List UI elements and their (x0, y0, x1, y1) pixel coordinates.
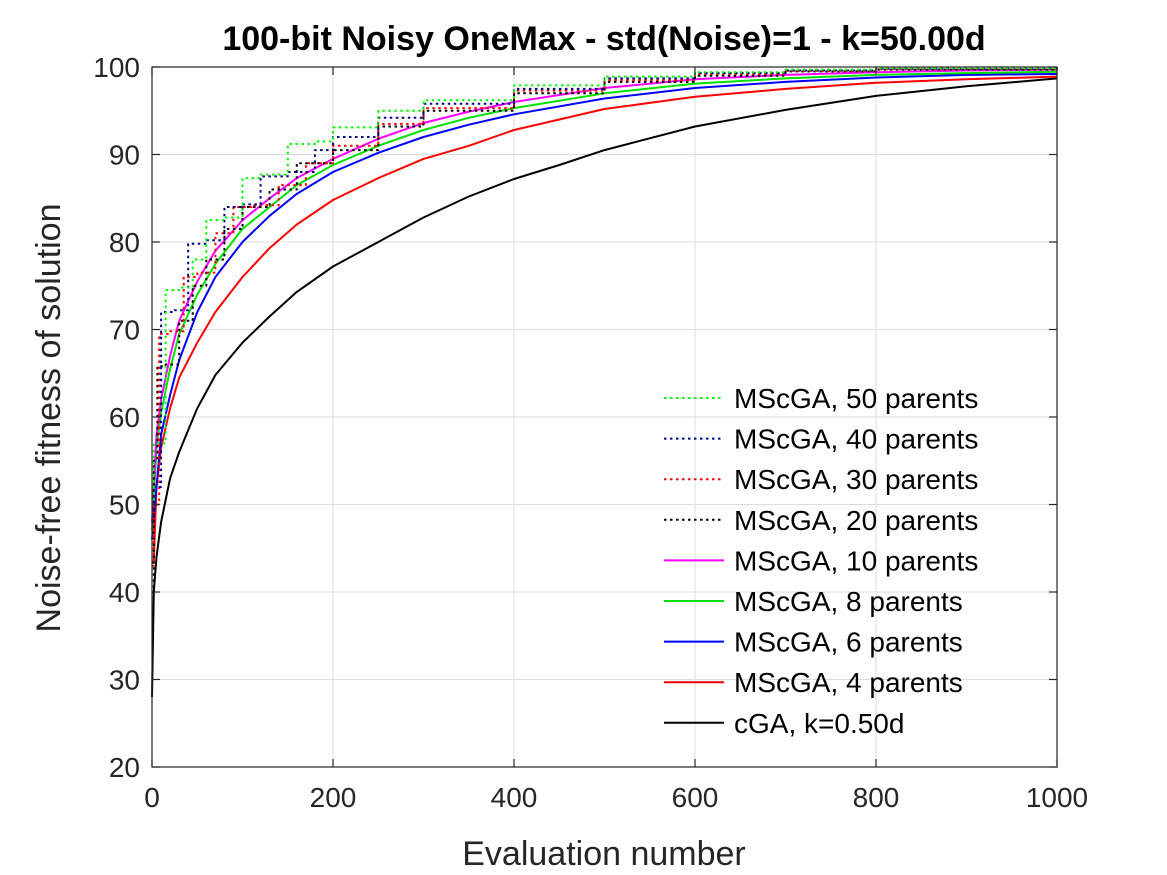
y-tick-label: 90 (109, 140, 140, 171)
x-tick-label: 200 (310, 782, 357, 813)
x-tick-label: 0 (144, 782, 160, 813)
chart-title: 100-bit Noisy OneMax - std(Noise)=1 - k=… (222, 20, 985, 58)
legend-label-mscga-30-parents: MScGA, 30 parents (734, 464, 978, 495)
series-line-mscga-6-parents (151, 73, 1058, 540)
y-tick-label: 100 (93, 52, 140, 83)
legend-label-mscga-8-parents: MScGA, 8 parents (734, 586, 963, 617)
x-axis-label: Evaluation number (462, 835, 746, 873)
legend-label-mscga-10-parents: MScGA, 10 parents (734, 545, 978, 576)
series-line-mscga-8-parents (151, 70, 1058, 531)
axes (151, 66, 1058, 768)
series-line-mscga-20-parents (152, 68, 1058, 593)
legend-label-cga-k-0-50d: cGA, k=0.50d (734, 708, 904, 739)
x-tick-label: 400 (491, 782, 538, 813)
y-tick-label: 50 (109, 490, 140, 521)
legend-label-mscga-50-parents: MScGA, 50 parents (734, 383, 978, 414)
x-tick-label: 1000 (1026, 782, 1088, 813)
plot-frame (151, 66, 1058, 768)
x-tick-label: 800 (853, 782, 900, 813)
tick-labels: 0 200 400 600 800 1000 20 30 40 50 60 70 80 90 100 (93, 52, 1088, 813)
legend-label-mscga-4-parents: MScGA, 4 parents (734, 667, 963, 698)
y-tick-label: 80 (109, 227, 140, 258)
y-tick-label: 40 (109, 577, 140, 608)
x-tick-label: 600 (672, 782, 719, 813)
y-tick-label: 30 (109, 665, 140, 696)
legend-label-mscga-6-parents: MScGA, 6 parents (734, 627, 963, 658)
legend-label-mscga-20-parents: MScGA, 20 parents (734, 505, 978, 536)
legend: MScGA, 50 parents MScGA, 40 parents MScGA,… (664, 383, 978, 739)
series-line-cga-k-0-50d (151, 77, 1058, 698)
y-tick-label: 20 (109, 752, 140, 783)
y-tick-label: 70 (109, 315, 140, 346)
y-axis-label: Noise-free fitness of solution (30, 204, 68, 633)
series-line-mscga-30-parents (152, 67, 1058, 567)
y-tick-label: 60 (109, 402, 140, 433)
legend-label-mscga-40-parents: MScGA, 40 parents (734, 424, 978, 455)
